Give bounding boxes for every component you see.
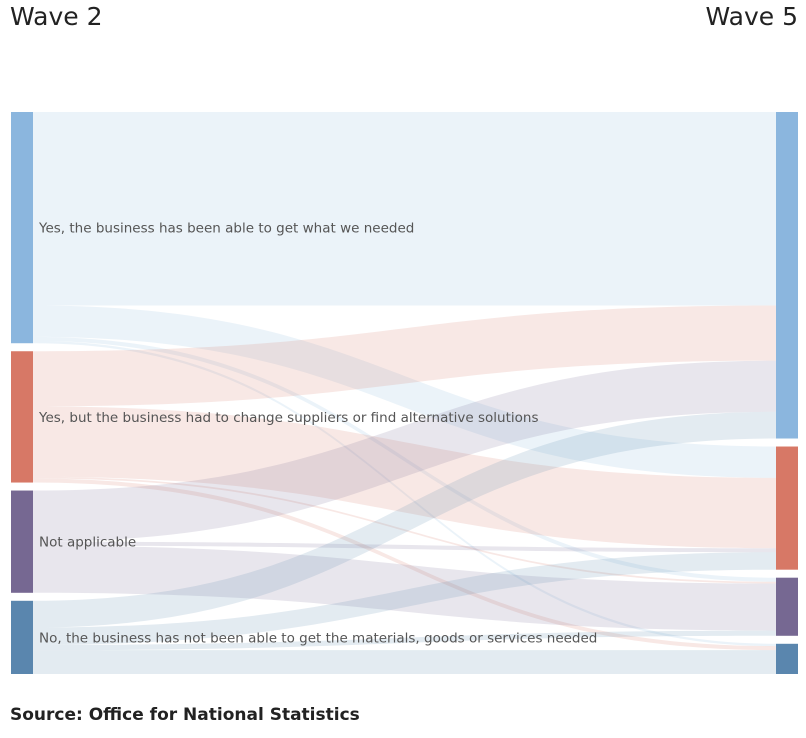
- sankey-node-w2_na: [11, 490, 33, 593]
- sankey-link-w2_yes-to-w5_yes: [33, 112, 776, 306]
- sankey-link-w2_no-to-w5_na: [33, 630, 776, 651]
- wave-5-column-title: Wave 5: [705, 2, 798, 31]
- sankey-node-w2_change: [11, 351, 33, 483]
- sankey-link-w2_change-to-w5_na: [33, 476, 776, 584]
- sankey-link-w2_na-to-w5_change: [33, 541, 776, 553]
- source-note: Source: Office for National Statistics: [10, 705, 360, 725]
- sankey-link-w2_change-to-w5_yes: [33, 305, 776, 407]
- sankey-link-w2_no-to-w5_change: [33, 552, 776, 645]
- sankey-node-label-w2_change: Yes, but the business had to change supp…: [38, 410, 539, 426]
- sankey-node-w5_yes: [776, 112, 798, 439]
- sankey-link-w2_no-to-w5_yes: [33, 411, 776, 628]
- sankey-link-w2_change-to-w5_change: [33, 406, 776, 549]
- sankey-node-w5_no: [776, 643, 798, 674]
- sankey-link-w2_na-to-w5_yes: [33, 360, 776, 542]
- sankey-node-w2_yes: [11, 112, 33, 344]
- sankey-link-w2_no-to-w5_no: [33, 650, 776, 674]
- sankey-link-w2_change-to-w5_no: [33, 478, 776, 651]
- sankey-node-label-w2_yes: Yes, the business has been able to get w…: [38, 221, 414, 237]
- sankey-node-w5_change: [776, 446, 798, 570]
- sankey-node-label-w2_no: No, the business has not been able to ge…: [39, 630, 597, 646]
- sankey-node-w2_no: [11, 600, 33, 674]
- sankey-node-w5_na: [776, 577, 798, 636]
- wave-2-column-title: Wave 2: [10, 2, 103, 31]
- sankey-link-w2_yes-to-w5_change: [33, 305, 776, 478]
- sankey-link-w2_yes-to-w5_na: [33, 336, 776, 582]
- sankey-links: [33, 112, 776, 674]
- sankey-node-label-w2_na: Not applicable: [39, 535, 136, 551]
- sankey-link-w2_yes-to-w5_no: [33, 340, 776, 647]
- sankey-link-w2_na-to-w5_na: [33, 545, 776, 631]
